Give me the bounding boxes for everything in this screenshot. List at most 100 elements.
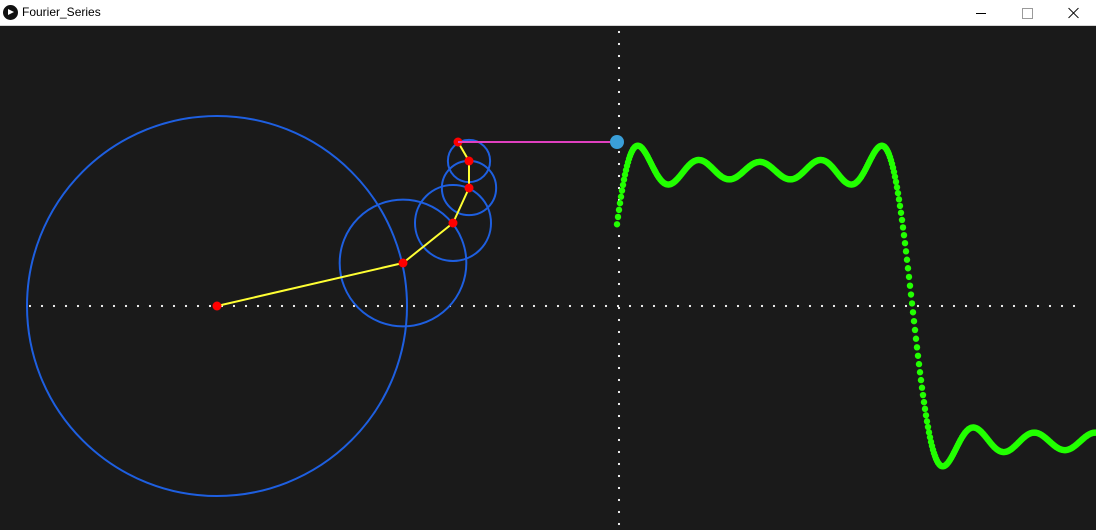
axis-dot bbox=[688, 304, 692, 308]
axis-dot bbox=[617, 510, 621, 514]
wave-point bbox=[906, 282, 914, 289]
epicycle-arm bbox=[216, 262, 404, 307]
wave-point bbox=[892, 178, 900, 186]
joint-dot bbox=[448, 218, 458, 228]
close-icon bbox=[1067, 7, 1079, 19]
wave-point bbox=[925, 429, 933, 436]
title-bar[interactable]: Fourier_Series bbox=[0, 0, 1096, 26]
wave-point bbox=[915, 360, 923, 368]
axis-dot bbox=[304, 304, 308, 308]
axis-dot bbox=[280, 304, 284, 308]
axis-dot bbox=[832, 304, 836, 308]
wave-point bbox=[920, 398, 928, 406]
axis-dot bbox=[617, 150, 621, 154]
epicycle-arm bbox=[402, 222, 454, 264]
axis-dot bbox=[617, 426, 621, 430]
axis-dot bbox=[436, 304, 440, 308]
axis-dot bbox=[724, 304, 728, 308]
axis-dot bbox=[28, 304, 32, 308]
axis-dot bbox=[352, 304, 356, 308]
axis-dot bbox=[820, 304, 824, 308]
axis-dot bbox=[617, 306, 621, 310]
axis-dot bbox=[617, 42, 621, 46]
sketch-canvas[interactable] bbox=[0, 26, 1096, 530]
axis-dot bbox=[617, 330, 621, 334]
wave-point bbox=[916, 369, 924, 376]
axis-dot bbox=[316, 304, 320, 308]
axis-dot bbox=[617, 246, 621, 250]
axis-dot bbox=[808, 304, 812, 308]
wave-point bbox=[618, 187, 626, 194]
axis-dot bbox=[268, 304, 272, 308]
close-button[interactable] bbox=[1050, 0, 1096, 26]
axis-dot bbox=[172, 304, 176, 308]
axis-dot bbox=[256, 304, 260, 308]
axis-dot bbox=[292, 304, 296, 308]
axis-dot bbox=[1012, 304, 1016, 308]
axis-dot bbox=[928, 304, 932, 308]
axis-dot bbox=[652, 304, 656, 308]
maximize-button[interactable] bbox=[1004, 0, 1050, 26]
axis-dot bbox=[617, 126, 621, 130]
axis-dot bbox=[388, 304, 392, 308]
axis-dot bbox=[976, 304, 980, 308]
wave-point bbox=[921, 405, 929, 413]
wave-point bbox=[895, 196, 903, 203]
axis-dot bbox=[1072, 304, 1076, 308]
epicycle-circle bbox=[414, 184, 492, 262]
epicycle-circle bbox=[338, 198, 468, 328]
wave-point bbox=[902, 248, 910, 255]
wave-point bbox=[619, 181, 627, 189]
axis-dot bbox=[796, 304, 800, 308]
axis-dot bbox=[328, 304, 332, 308]
wave-point bbox=[615, 206, 623, 214]
wave-point bbox=[616, 199, 624, 207]
axis-dot bbox=[640, 304, 644, 308]
axis-dot bbox=[88, 304, 92, 308]
axis-dot bbox=[616, 304, 620, 308]
axis-dot bbox=[412, 304, 416, 308]
axis-dot bbox=[617, 378, 621, 382]
axis-dot bbox=[364, 304, 368, 308]
axis-dot bbox=[952, 304, 956, 308]
wave-point bbox=[898, 216, 906, 224]
wave-point bbox=[896, 202, 904, 210]
axis-dot bbox=[544, 304, 548, 308]
axis-dot bbox=[712, 304, 716, 308]
wave-point bbox=[908, 300, 916, 307]
axis-dot bbox=[904, 304, 908, 308]
wave-point bbox=[912, 335, 920, 342]
maximize-icon bbox=[1021, 7, 1033, 19]
axis-dot bbox=[916, 304, 920, 308]
minimize-button[interactable] bbox=[958, 0, 1004, 26]
axes bbox=[28, 30, 1076, 526]
fourier-drawing bbox=[26, 30, 1096, 526]
axis-dot bbox=[208, 304, 212, 308]
axis-dot bbox=[580, 304, 584, 308]
axis-dot bbox=[340, 304, 344, 308]
axis-dot bbox=[196, 304, 200, 308]
axis-dot bbox=[617, 402, 621, 406]
wave-point bbox=[924, 423, 932, 431]
axis-dot bbox=[617, 30, 621, 34]
wave-point bbox=[923, 418, 931, 425]
axis-dot bbox=[617, 162, 621, 166]
axis-dot bbox=[617, 318, 621, 322]
axis-dot bbox=[617, 54, 621, 58]
wave-point bbox=[911, 326, 919, 334]
axis-dot bbox=[617, 102, 621, 106]
axis-dot bbox=[617, 90, 621, 94]
wave-point bbox=[620, 176, 628, 183]
axis-dot bbox=[617, 342, 621, 346]
axis-dot bbox=[532, 304, 536, 308]
axis-dot bbox=[617, 258, 621, 262]
wave-point bbox=[891, 173, 899, 180]
wave-point bbox=[893, 184, 901, 191]
wave-point bbox=[1092, 429, 1096, 436]
axis-dot bbox=[664, 304, 668, 308]
axis-dot bbox=[112, 304, 116, 308]
wave-point bbox=[909, 309, 917, 316]
axis-dot bbox=[617, 522, 621, 526]
wave-point bbox=[897, 209, 905, 216]
axis-dot bbox=[1048, 304, 1052, 308]
